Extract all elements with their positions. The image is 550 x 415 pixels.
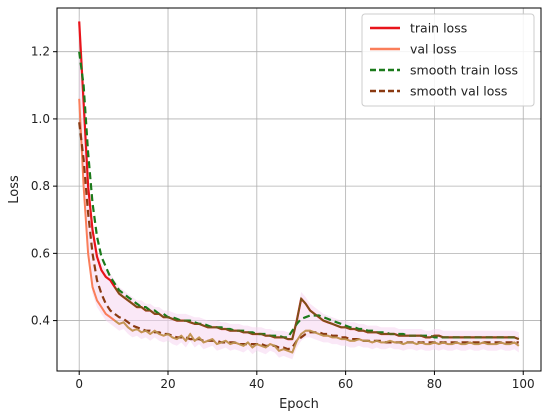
plot-frame <box>56 7 542 372</box>
y-tick-label: 1.0 <box>31 112 50 126</box>
x-tick-label: 80 <box>427 377 442 391</box>
x-axis-label: Epoch <box>279 397 319 412</box>
ticks: 0 20 40 60 80 100 0.4 0.6 0.8 1.0 1.2 <box>31 45 535 391</box>
legend-label: val loss <box>410 42 457 57</box>
x-tick-label: 20 <box>160 377 175 391</box>
uncertainty-bands <box>79 14 519 360</box>
x-tick-label: 40 <box>249 377 264 391</box>
legend-label: smooth train loss <box>410 63 518 78</box>
y-tick-label: 0.8 <box>31 179 50 193</box>
x-tick-label: 0 <box>75 377 83 391</box>
legend: train loss val loss smooth train loss smoot… <box>361 13 535 107</box>
y-tick-label: 0.4 <box>31 314 50 328</box>
y-tick-label: 1.2 <box>31 45 50 59</box>
x-tick-label: 60 <box>338 377 353 391</box>
blended-overlay-line <box>113 286 520 340</box>
blended-overlay-line <box>114 319 520 354</box>
y-tick-label: 0.6 <box>31 246 50 260</box>
variance-band <box>79 14 519 360</box>
y-axis-label: Loss <box>7 175 22 204</box>
x-tick-label: 100 <box>512 377 535 391</box>
series-lines <box>78 21 520 354</box>
legend-label: smooth val loss <box>410 84 507 99</box>
legend-box <box>361 13 535 107</box>
legend-label: train loss <box>410 21 467 36</box>
